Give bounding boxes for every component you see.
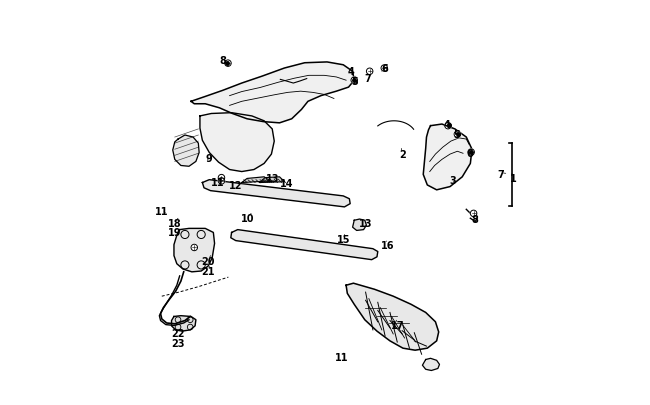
Circle shape [218,175,225,181]
Text: 4: 4 [348,67,355,77]
Polygon shape [174,229,214,272]
Polygon shape [231,230,378,260]
Polygon shape [173,136,199,167]
Text: 3: 3 [450,175,456,185]
Text: 14: 14 [280,178,293,188]
Polygon shape [202,180,350,207]
Text: 13: 13 [359,219,372,228]
Circle shape [225,61,231,67]
Text: 15: 15 [337,235,350,245]
Text: 2: 2 [398,150,406,160]
Polygon shape [200,113,274,172]
Circle shape [191,245,198,251]
Polygon shape [352,220,367,231]
Polygon shape [422,358,439,371]
Circle shape [367,69,373,75]
Text: 1: 1 [510,173,517,183]
Text: 7: 7 [364,74,371,84]
Text: 8: 8 [219,56,226,66]
Text: 11: 11 [155,207,168,216]
Text: 16: 16 [381,240,395,250]
Text: 22: 22 [172,328,185,338]
Circle shape [351,78,358,84]
Circle shape [471,211,477,217]
Text: 21: 21 [202,266,215,276]
Text: 11: 11 [211,177,224,187]
Text: 7: 7 [497,169,504,179]
Circle shape [381,66,387,72]
Text: 5: 5 [453,130,460,139]
Text: 9: 9 [205,154,212,164]
Polygon shape [423,125,472,190]
Text: 5: 5 [351,77,358,87]
Circle shape [218,178,225,185]
Text: 23: 23 [172,339,185,348]
Circle shape [445,123,451,130]
Polygon shape [191,63,354,124]
Polygon shape [172,316,196,331]
Text: 19: 19 [168,228,181,238]
Text: 17: 17 [391,320,405,330]
Text: 13: 13 [265,174,279,184]
Text: 11: 11 [335,352,348,362]
Text: 6: 6 [381,64,387,74]
Text: 20: 20 [202,256,215,266]
Circle shape [454,132,461,138]
Text: 12: 12 [229,180,242,190]
Polygon shape [346,284,439,350]
Polygon shape [260,177,285,183]
Polygon shape [242,177,270,183]
Text: 6: 6 [467,149,473,159]
Text: 8: 8 [472,215,478,224]
Text: 18: 18 [168,219,181,228]
Text: 10: 10 [241,214,255,224]
Text: 4: 4 [443,119,450,129]
Circle shape [468,149,474,156]
